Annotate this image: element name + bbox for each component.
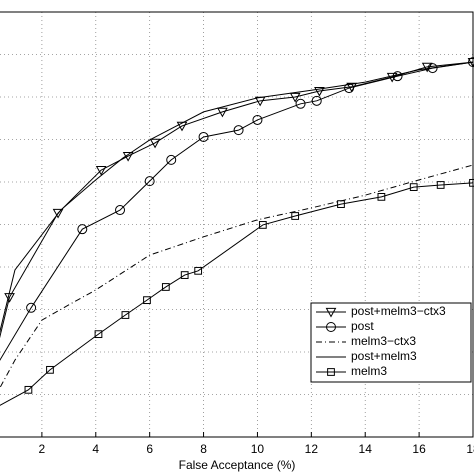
x-tick-label: 16 bbox=[412, 442, 426, 456]
data-point bbox=[166, 154, 177, 165]
data-point bbox=[217, 107, 228, 118]
data-point bbox=[469, 178, 474, 187]
data-point bbox=[194, 266, 203, 275]
data-point bbox=[198, 131, 209, 142]
data-point bbox=[233, 125, 244, 136]
series-line bbox=[0, 61, 474, 334]
data-point bbox=[77, 224, 88, 235]
x-tick-label: 18 bbox=[466, 442, 474, 456]
data-point bbox=[46, 365, 54, 374]
data-point bbox=[344, 83, 355, 94]
legend-box bbox=[310, 302, 472, 383]
data-point bbox=[377, 193, 386, 201]
data-point bbox=[176, 121, 188, 132]
data-point bbox=[144, 176, 155, 187]
x-tick-label: 4 bbox=[92, 442, 99, 456]
data-point bbox=[468, 57, 474, 68]
x-tick-label: 14 bbox=[359, 442, 373, 456]
series-line bbox=[0, 164, 474, 389]
x-tick-label: 12 bbox=[305, 442, 319, 456]
data-point bbox=[180, 271, 189, 279]
data-point bbox=[52, 208, 64, 219]
data-point bbox=[252, 114, 263, 125]
data-point bbox=[121, 311, 130, 319]
data-point bbox=[409, 183, 418, 191]
data-point bbox=[115, 205, 126, 216]
series-line bbox=[0, 182, 474, 406]
x-tick-label: 2 bbox=[39, 442, 46, 456]
legend-label: post+melm3 bbox=[351, 349, 417, 363]
x-tick-label: 8 bbox=[200, 442, 207, 456]
data-point bbox=[289, 92, 301, 103]
data-point bbox=[143, 296, 151, 305]
data-point bbox=[161, 283, 170, 291]
data-point bbox=[386, 72, 398, 83]
legend-marker bbox=[325, 307, 337, 318]
legend-marker bbox=[327, 368, 335, 376]
data-point bbox=[295, 98, 306, 109]
plot-frame bbox=[0, 11, 474, 438]
series-line bbox=[0, 61, 474, 361]
data-point bbox=[311, 95, 322, 106]
data-point bbox=[94, 330, 103, 339]
x-axis-label: False Acceptance (%) bbox=[179, 458, 296, 472]
data-point bbox=[95, 166, 107, 176]
series-line bbox=[0, 61, 474, 339]
legend-marker bbox=[326, 322, 336, 332]
data-point bbox=[421, 62, 433, 73]
data-point bbox=[149, 138, 161, 149]
data-point bbox=[26, 302, 37, 313]
data-point bbox=[436, 181, 445, 189]
legend-label: post+melm3−ctx3 bbox=[351, 304, 446, 318]
legend-label: melm3 bbox=[351, 364, 387, 378]
x-tick-label: 6 bbox=[146, 442, 153, 456]
data-point bbox=[291, 212, 300, 220]
data-point bbox=[337, 200, 345, 208]
data-point bbox=[314, 86, 325, 97]
x-tick-label: 10 bbox=[251, 442, 265, 456]
data-point bbox=[258, 221, 267, 229]
legend-label: post bbox=[351, 319, 374, 333]
data-point bbox=[24, 385, 33, 394]
legend-label: melm3−ctx3 bbox=[351, 334, 416, 348]
